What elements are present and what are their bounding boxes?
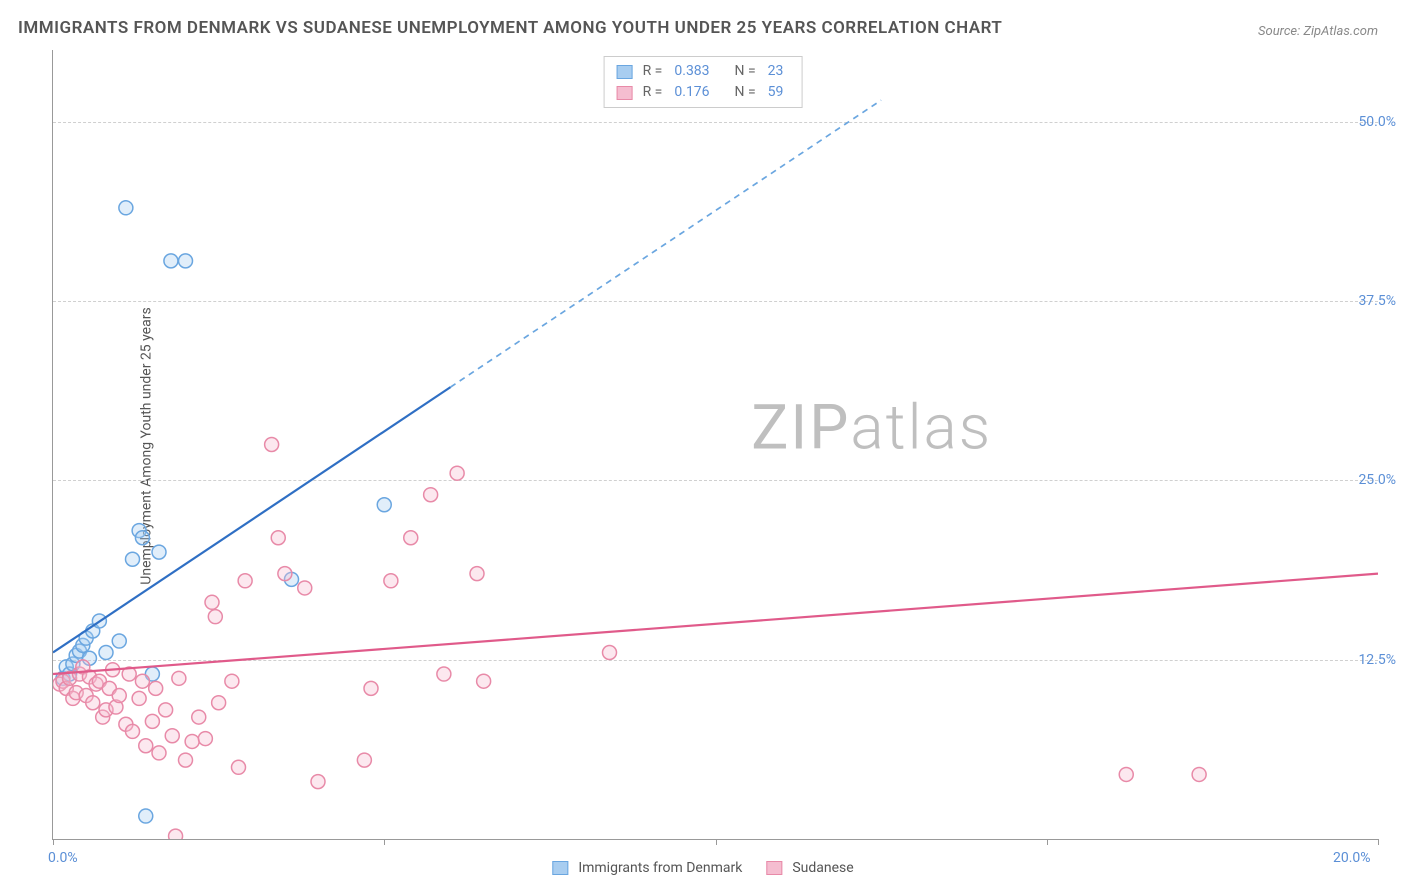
- x-tick: [53, 839, 54, 845]
- data-point: [86, 696, 100, 710]
- plot-area: [52, 50, 1378, 840]
- data-point: [311, 775, 325, 789]
- data-point: [208, 610, 222, 624]
- source-value: ZipAtlas.com: [1303, 24, 1378, 39]
- data-point: [192, 710, 206, 724]
- legend-series-label: Sudanese: [792, 860, 853, 876]
- x-tick: [716, 839, 717, 845]
- correlation-chart: IMMIGRANTS FROM DENMARK VS SUDANESE UNEM…: [0, 0, 1406, 892]
- data-point: [139, 739, 153, 753]
- data-point: [164, 254, 178, 268]
- data-point: [437, 667, 451, 681]
- legend-series: Immigrants from Denmark Sudanese: [552, 860, 853, 876]
- legend-n-label: N =: [735, 82, 756, 103]
- data-point: [132, 691, 146, 705]
- data-point: [179, 753, 193, 767]
- legend-swatch: [617, 65, 633, 79]
- x-tick: [1378, 839, 1379, 845]
- x-tick-label: 0.0%: [48, 850, 78, 866]
- legend-stats-row: R = 0.176 N = 59: [617, 82, 790, 103]
- data-point: [232, 760, 246, 774]
- data-point: [1192, 767, 1206, 781]
- data-point: [145, 714, 159, 728]
- legend-series-item: Immigrants from Denmark: [552, 860, 742, 876]
- legend-swatch: [617, 86, 633, 100]
- data-point: [139, 809, 153, 823]
- legend-r-value: 0.383: [674, 61, 709, 82]
- data-point: [298, 581, 312, 595]
- scatter-plot-svg: [53, 50, 1378, 839]
- data-point: [212, 696, 226, 710]
- data-point: [152, 746, 166, 760]
- legend-n-value: 23: [768, 61, 784, 82]
- source-attribution: Source: ZipAtlas.com: [1258, 24, 1378, 39]
- data-point: [377, 498, 391, 512]
- data-point: [450, 466, 464, 480]
- data-point: [112, 634, 126, 648]
- data-point: [424, 488, 438, 502]
- data-point: [126, 724, 140, 738]
- legend-series-item: Sudanese: [766, 860, 853, 876]
- data-point: [477, 674, 491, 688]
- data-point: [112, 689, 126, 703]
- source-label: Source:: [1258, 24, 1303, 39]
- legend-r-value: 0.176: [674, 82, 709, 103]
- data-point: [152, 545, 166, 559]
- data-point: [205, 595, 219, 609]
- data-point: [265, 438, 279, 452]
- x-tick: [384, 839, 385, 845]
- legend-swatch: [552, 861, 568, 875]
- data-point: [1119, 767, 1133, 781]
- data-point: [384, 574, 398, 588]
- legend-r-label: R =: [643, 61, 663, 82]
- data-point: [364, 681, 378, 695]
- legend-series-label: Immigrants from Denmark: [578, 860, 742, 876]
- data-point: [159, 703, 173, 717]
- data-point: [135, 674, 149, 688]
- data-point: [470, 567, 484, 581]
- legend-swatch: [766, 861, 782, 875]
- data-point: [198, 732, 212, 746]
- legend-stats: R = 0.383 N = 23 R = 0.176 N = 59: [604, 56, 803, 108]
- data-point: [99, 646, 113, 660]
- data-point: [404, 531, 418, 545]
- data-point: [126, 552, 140, 566]
- data-point: [179, 254, 193, 268]
- data-point: [165, 729, 179, 743]
- data-point: [169, 829, 183, 839]
- data-point: [225, 674, 239, 688]
- data-point: [149, 681, 163, 695]
- data-point: [278, 567, 292, 581]
- legend-n-value: 59: [768, 82, 784, 103]
- data-point: [357, 753, 371, 767]
- data-point: [271, 531, 285, 545]
- chart-title: IMMIGRANTS FROM DENMARK VS SUDANESE UNEM…: [18, 18, 1002, 38]
- x-tick-label: 20.0%: [1333, 850, 1371, 866]
- data-point: [238, 574, 252, 588]
- legend-stats-row: R = 0.383 N = 23: [617, 61, 790, 82]
- trend-line: [53, 574, 1378, 674]
- trend-line-dashed: [451, 100, 882, 387]
- data-point: [119, 201, 133, 215]
- data-point: [135, 531, 149, 545]
- data-point: [172, 671, 186, 685]
- legend-r-label: R =: [643, 82, 663, 103]
- data-point: [603, 646, 617, 660]
- legend-n-label: N =: [735, 61, 756, 82]
- data-point: [185, 734, 199, 748]
- x-tick: [1047, 839, 1048, 845]
- trend-line: [53, 387, 451, 652]
